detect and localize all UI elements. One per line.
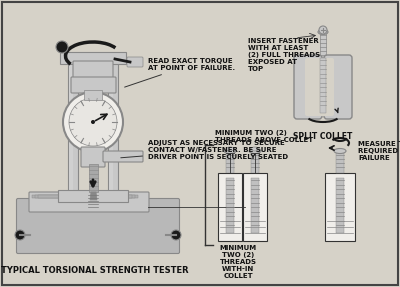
FancyBboxPatch shape xyxy=(71,77,116,93)
Bar xyxy=(325,173,355,241)
FancyBboxPatch shape xyxy=(103,151,143,162)
Bar xyxy=(32,195,138,198)
Text: INSERT FASTENER
WITH AT LEAST
(2) FULL THREADS
EXPOSED AT
TOP: INSERT FASTENER WITH AT LEAST (2) FULL T… xyxy=(248,38,320,72)
Bar xyxy=(336,178,344,233)
Bar xyxy=(226,178,234,233)
Circle shape xyxy=(69,98,117,146)
FancyBboxPatch shape xyxy=(315,58,334,116)
FancyBboxPatch shape xyxy=(305,58,324,116)
Text: TYPICAL TORSIONAL STRENGTH TESTER: TYPICAL TORSIONAL STRENGTH TESTER xyxy=(1,266,189,275)
FancyBboxPatch shape xyxy=(16,199,180,253)
Bar xyxy=(108,60,118,200)
Bar xyxy=(251,178,259,233)
Bar xyxy=(69,60,73,200)
FancyBboxPatch shape xyxy=(294,55,322,119)
Circle shape xyxy=(56,41,68,53)
FancyBboxPatch shape xyxy=(324,55,352,119)
Ellipse shape xyxy=(334,148,346,154)
Bar xyxy=(320,32,326,60)
Text: SPLIT COLLET: SPLIT COLLET xyxy=(293,132,353,141)
Text: ADJUST AS NECESSARY TO SECURE
CONTACT W/FASTENER. BE SURE
DRIVER POINT IS SECURE: ADJUST AS NECESSARY TO SECURE CONTACT W/… xyxy=(121,140,288,160)
Polygon shape xyxy=(90,192,97,200)
FancyBboxPatch shape xyxy=(73,61,113,83)
Text: READ EXACT TORQUE
AT POINT OF FAILURE.: READ EXACT TORQUE AT POINT OF FAILURE. xyxy=(125,58,235,87)
Bar xyxy=(251,153,259,173)
Bar xyxy=(89,164,98,192)
Bar xyxy=(109,60,113,200)
Bar xyxy=(58,190,128,202)
Bar xyxy=(60,52,126,64)
Bar xyxy=(218,173,242,241)
Ellipse shape xyxy=(224,148,236,154)
Ellipse shape xyxy=(318,30,328,34)
Text: MINIMUM TWO (2)
THREADS ABOVE COLLET: MINIMUM TWO (2) THREADS ABOVE COLLET xyxy=(215,130,313,143)
FancyBboxPatch shape xyxy=(29,192,149,212)
Ellipse shape xyxy=(249,148,261,154)
FancyBboxPatch shape xyxy=(127,57,143,67)
Text: MINIMUM
TWO (2)
THREADS
WITH-IN
COLLET: MINIMUM TWO (2) THREADS WITH-IN COLLET xyxy=(220,245,256,279)
Bar xyxy=(226,153,234,173)
Bar xyxy=(35,195,135,198)
Bar xyxy=(243,173,267,241)
Ellipse shape xyxy=(226,147,234,151)
Ellipse shape xyxy=(251,147,259,151)
Bar xyxy=(38,195,132,198)
Circle shape xyxy=(319,26,327,34)
Circle shape xyxy=(15,230,25,240)
Circle shape xyxy=(171,230,181,240)
Circle shape xyxy=(91,120,95,124)
Circle shape xyxy=(63,92,123,152)
Text: MEASURE TORQUE
REQUIRED TO CAUSE
FAILURE: MEASURE TORQUE REQUIRED TO CAUSE FAILURE xyxy=(358,141,400,161)
Bar xyxy=(336,153,344,173)
Bar xyxy=(84,90,102,100)
Bar xyxy=(320,58,326,113)
FancyBboxPatch shape xyxy=(81,147,105,167)
Bar xyxy=(68,60,78,200)
